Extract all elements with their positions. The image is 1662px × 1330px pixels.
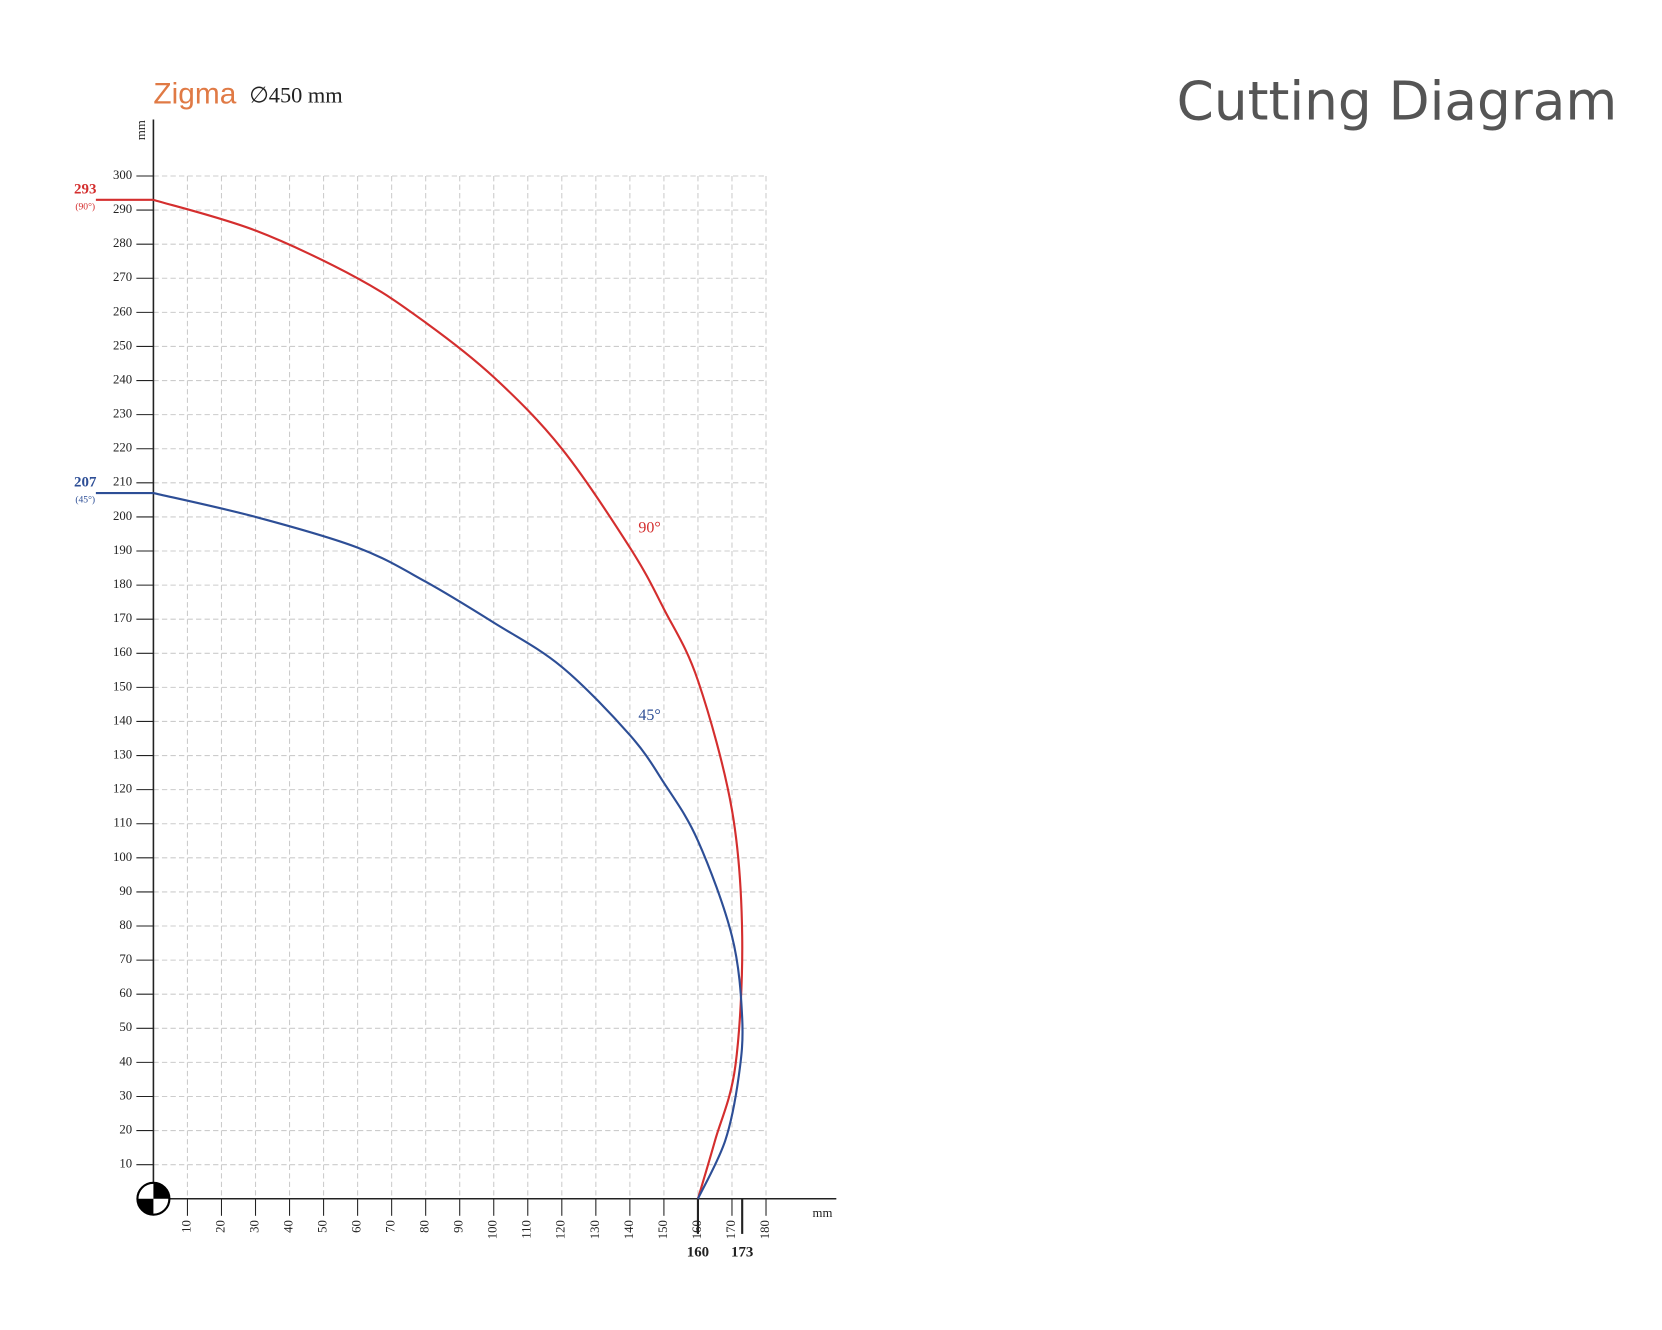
y-axis-label: mm — [134, 120, 148, 140]
y-tick-label: 170 — [113, 611, 132, 625]
y-tick-label: 280 — [113, 236, 132, 250]
y-tick-label: 10 — [119, 1157, 132, 1171]
origin-symbol — [136, 1181, 171, 1216]
brand: Zigma — [153, 78, 236, 111]
x-tick-label: 50 — [316, 1220, 330, 1233]
page-title: Cutting Diagram — [1177, 71, 1618, 133]
height-note: (90°) — [75, 201, 95, 212]
y-tick-label: 220 — [113, 441, 132, 455]
x-axis-label: mm — [813, 1206, 833, 1220]
y-tick-label: 90 — [119, 884, 132, 898]
y-tick-label: 60 — [119, 986, 132, 1000]
y-tick-label: 210 — [113, 475, 132, 489]
y-tick-label: 300 — [113, 168, 132, 182]
y-tick-label: 240 — [113, 372, 132, 386]
x-tick-label: 10 — [179, 1220, 193, 1233]
y-tick-label: 190 — [113, 543, 132, 557]
origin-quarter — [153, 1182, 170, 1199]
y-tick-label: 50 — [119, 1020, 132, 1034]
y-tick-label: 40 — [119, 1054, 132, 1068]
y-tick-label: 270 — [113, 270, 132, 284]
y-tick-label: 140 — [113, 713, 132, 727]
x-tick-label: 60 — [350, 1220, 364, 1233]
x-tick-label: 150 — [656, 1220, 670, 1239]
y-tick-label: 250 — [113, 338, 132, 352]
x-tick-label: 180 — [758, 1220, 772, 1239]
x-tick-label: 80 — [418, 1220, 432, 1233]
cut-curve — [153, 198, 744, 1200]
x-tick-label: 90 — [452, 1220, 466, 1233]
x-tick-label: 40 — [281, 1220, 295, 1233]
y-tick-label: 200 — [113, 509, 132, 523]
x-tick-label: 20 — [213, 1220, 227, 1233]
x-tick-label: 110 — [520, 1220, 534, 1239]
y-tick-label: 180 — [113, 577, 132, 591]
height-label: 293 — [74, 181, 96, 197]
y-tick-label: 20 — [119, 1123, 132, 1137]
y-tick-label: 290 — [113, 202, 132, 216]
cut-curve — [153, 492, 744, 1200]
x-tick-label: 30 — [247, 1220, 261, 1233]
height-label: 207 — [74, 475, 97, 491]
x-tick-label: 120 — [554, 1220, 568, 1239]
blade-size: ∅450 mm — [249, 82, 343, 107]
curve-label: 90° — [638, 520, 660, 537]
height-note: (45°) — [75, 495, 95, 506]
curve-label: 45° — [638, 707, 660, 724]
y-tick-label: 100 — [113, 850, 132, 864]
y-tick-label: 120 — [113, 782, 132, 796]
width-label: 160 — [687, 1244, 709, 1260]
x-tick-label: 70 — [384, 1220, 398, 1233]
y-tick-label: 230 — [113, 407, 132, 421]
x-tick-label: 140 — [622, 1220, 636, 1239]
y-tick-label: 30 — [119, 1088, 132, 1102]
y-tick-label: 160 — [113, 645, 132, 659]
y-tick-label: 260 — [113, 304, 132, 318]
width-label: 173 — [731, 1244, 753, 1260]
y-tick-label: 80 — [119, 918, 132, 932]
x-tick-label: 100 — [486, 1220, 500, 1239]
y-tick-label: 70 — [119, 952, 132, 966]
origin-quarter — [137, 1198, 154, 1215]
x-tick-label: 130 — [588, 1220, 602, 1239]
y-tick-label: 150 — [113, 679, 132, 693]
x-tick-label: 170 — [724, 1220, 738, 1239]
y-tick-label: 130 — [113, 747, 132, 761]
y-tick-label: 110 — [113, 816, 132, 830]
